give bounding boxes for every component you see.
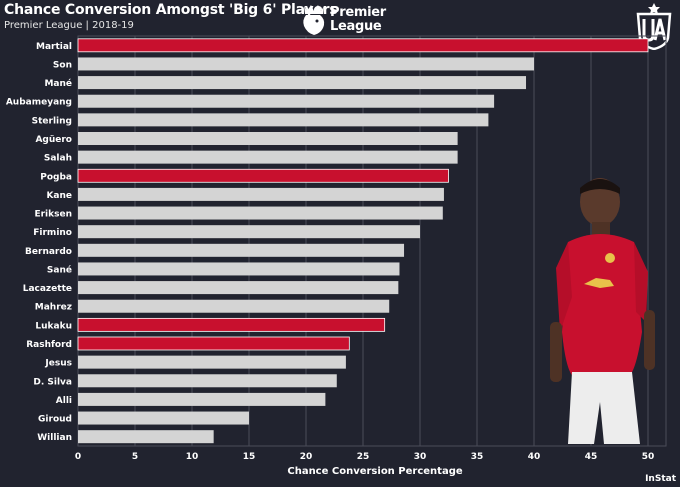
x-tick-label: 10 xyxy=(186,452,199,462)
bar xyxy=(78,281,399,295)
category-label: Lacazette xyxy=(23,284,72,294)
category-label: Son xyxy=(53,60,72,70)
bar xyxy=(78,411,249,425)
bar xyxy=(78,206,443,220)
lion-crown-icon xyxy=(303,5,325,35)
x-tick-label: 40 xyxy=(528,452,541,462)
x-tick-label: 35 xyxy=(471,452,484,462)
player-photo xyxy=(550,178,655,444)
category-label: Aubameyang xyxy=(6,98,72,108)
category-label: Mané xyxy=(44,78,72,89)
x-tick-label: 25 xyxy=(357,452,370,462)
category-label: Sterling xyxy=(32,116,72,126)
league-logo-text-bottom: League xyxy=(330,19,382,34)
category-label: Mahrez xyxy=(35,303,72,313)
league-logo-text-top: Premier xyxy=(330,5,386,20)
category-label: Willian xyxy=(37,433,72,443)
x-tick-label: 15 xyxy=(243,452,256,462)
bar xyxy=(78,76,527,90)
x-tick-label: 20 xyxy=(300,452,313,462)
category-label: Jesus xyxy=(44,359,72,369)
bar xyxy=(77,168,449,183)
category-label: Rashford xyxy=(26,340,72,350)
bar xyxy=(77,336,350,351)
category-label: D. Silva xyxy=(33,377,72,387)
bar xyxy=(78,94,495,108)
bar xyxy=(78,57,534,71)
premier-league-logo: Premier League xyxy=(298,2,390,38)
category-label: Alli xyxy=(56,396,72,406)
bar xyxy=(78,430,214,444)
bar xyxy=(78,243,405,257)
bar xyxy=(78,392,326,406)
bar xyxy=(78,225,420,239)
bar xyxy=(78,262,400,276)
x-tick-label: 5 xyxy=(132,452,138,462)
category-label: Kane xyxy=(46,191,72,201)
category-label: Lukaku xyxy=(35,321,72,331)
instat-credit: InStat xyxy=(645,474,676,484)
category-label: Giroud xyxy=(38,415,72,425)
chart-title: Chance Conversion Amongst 'Big 6' Player… xyxy=(4,2,338,18)
x-tick-label: 50 xyxy=(642,452,655,462)
category-label: Pogba xyxy=(40,172,72,182)
bar xyxy=(78,132,458,145)
category-label: Eriksen xyxy=(34,210,72,220)
bar xyxy=(78,187,444,201)
bar xyxy=(77,317,386,332)
bar xyxy=(78,299,390,313)
bar xyxy=(78,355,346,369)
category-label: Salah xyxy=(44,154,72,164)
category-label: Martial xyxy=(36,42,72,52)
bar xyxy=(78,374,337,388)
bar xyxy=(77,38,649,53)
x-axis-label: Chance Conversion Percentage xyxy=(287,466,462,477)
category-label: Sané xyxy=(47,264,72,275)
x-tick-label: 30 xyxy=(414,452,427,462)
category-label: Bernardo xyxy=(25,247,72,257)
x-tick-label: 0 xyxy=(75,452,81,462)
chart-subtitle: Premier League | 2018-19 xyxy=(4,20,134,31)
category-label: Agüero xyxy=(35,135,72,145)
bar xyxy=(78,113,489,127)
x-tick-label: 45 xyxy=(585,452,598,462)
category-label: Firmino xyxy=(33,228,72,238)
bar xyxy=(78,150,458,164)
